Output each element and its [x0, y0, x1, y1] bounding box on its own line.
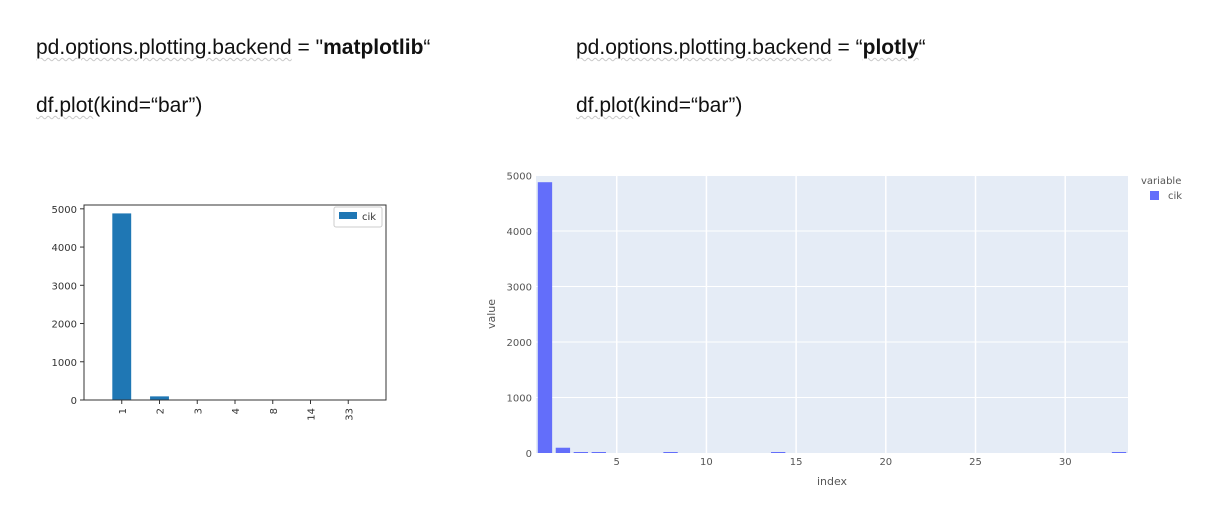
plot-function: df.plot: [36, 94, 94, 117]
mpl-y-tick-label: 4000: [52, 243, 77, 254]
backend-option-name: pd.options.plotting.backend: [576, 36, 832, 59]
mpl-x-tick-label: 2: [156, 408, 167, 414]
plotly-legend-swatch: [1150, 191, 1159, 200]
backend-value: plotly: [862, 36, 919, 59]
plot-args: (kind=“bar”): [633, 94, 743, 117]
mpl-bar: [112, 213, 132, 400]
plotly-x-tick-label: 25: [969, 457, 982, 468]
plotly-bar: [573, 452, 589, 453]
backend-option-name: pd.options.plotting.backend: [36, 36, 292, 59]
closing-quote: “: [423, 36, 431, 59]
mpl-x-tick-label: 1: [118, 408, 129, 414]
plotly-y-tick-label: 1000: [507, 394, 532, 405]
plotly-bar: [771, 452, 786, 453]
mpl-x-tick-label: 3: [193, 408, 204, 414]
plotly-bar: [537, 182, 553, 454]
plotly-x-tick-label: 10: [700, 457, 713, 468]
plotly-x-axis-title: index: [817, 475, 848, 488]
plotly-bar: [663, 452, 678, 453]
plot-args: (kind=“bar”): [93, 94, 203, 117]
plotly-bar: [555, 447, 571, 453]
plotly-x-tick-label: 15: [790, 457, 803, 468]
mpl-y-tick-label: 2000: [52, 320, 77, 331]
plotly-plot-area: [536, 175, 1128, 453]
plotly-y-tick-label: 3000: [507, 283, 532, 294]
assign-op: = ": [291, 36, 324, 59]
mpl-y-tick-label: 5000: [52, 205, 77, 216]
plotly-bar: [591, 452, 606, 453]
plotly-y-tick-label: 4000: [507, 227, 532, 238]
plotly-y-tick-label: 2000: [507, 338, 532, 349]
mpl-y-tick-label: 1000: [52, 358, 77, 369]
plotly-backend-line: pd.options.plotting.backend = “plotly“: [576, 36, 926, 60]
closing-quote: “: [918, 36, 926, 59]
plotly-bar: [1111, 452, 1127, 453]
mpl-x-tick-label: 33: [344, 408, 355, 421]
mpl-x-tick-label: 4: [231, 408, 242, 414]
matplotlib-plot-call-line: df.plot(kind=“bar”): [36, 94, 202, 118]
mpl-x-tick-label: 14: [307, 408, 318, 421]
mpl-y-tick-label: 0: [71, 396, 77, 407]
mpl-legend-label: cik: [362, 212, 376, 223]
matplotlib-backend-line: pd.options.plotting.backend = "matplotli…: [36, 36, 430, 60]
plotly-x-tick-label: 5: [614, 457, 620, 468]
plotly-legend-label: cik: [1168, 191, 1182, 202]
plotly-x-tick-label: 30: [1059, 457, 1072, 468]
plotly-legend-title: variable: [1141, 176, 1181, 187]
assign-op: = “: [831, 36, 863, 59]
mpl-x-tick-label: 8: [269, 408, 280, 414]
mpl-y-tick-label: 3000: [52, 281, 77, 292]
plot-function: df.plot: [576, 94, 634, 117]
plotly-y-tick-label: 5000: [507, 172, 532, 183]
mpl-legend-swatch: [339, 212, 357, 219]
plotly-x-tick-label: 20: [879, 457, 892, 468]
plotly-y-tick-label: 0: [526, 449, 532, 460]
mpl-bar: [150, 396, 169, 400]
backend-value: matplotlib: [323, 36, 424, 59]
plotly-y-axis-title: value: [485, 299, 498, 329]
plotly-plot-call-line: df.plot(kind=“bar”): [576, 94, 742, 118]
